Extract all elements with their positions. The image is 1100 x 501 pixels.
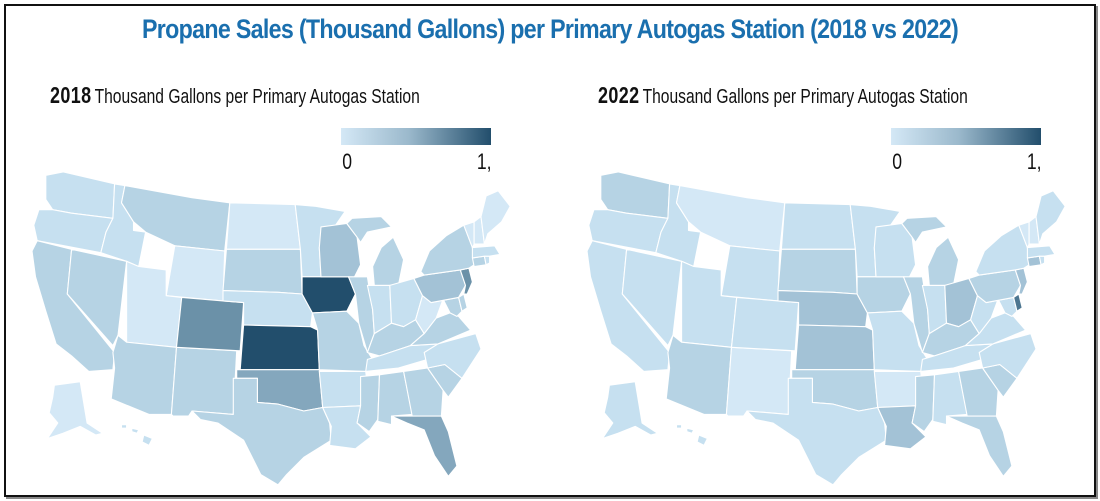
panel-description: Thousand Gallons per Primary Autogas Sta…: [642, 86, 968, 108]
panel-description: Thousand Gallons per Primary Autogas Sta…: [94, 86, 420, 108]
state-nevada: [621, 248, 683, 347]
map-2018: [20, 165, 520, 486]
legend-max-label: 1,: [476, 149, 492, 174]
state-mississippi: [356, 374, 381, 433]
state-maine: [1035, 190, 1066, 245]
us-choropleth-2022: [586, 171, 1066, 486]
state-florida: [390, 415, 458, 477]
state-south-dakota: [222, 248, 303, 295]
state-new-mexico: [725, 346, 793, 417]
state-north-carolina: [423, 333, 482, 379]
map-2022: [575, 165, 1075, 486]
state-arizona: [110, 334, 178, 415]
state-north-dakota: [225, 202, 301, 250]
state-wyoming: [165, 245, 226, 302]
state-iowa: [301, 276, 356, 314]
chart-title: Propane Sales (Thousand Gallons) per Pri…: [142, 14, 959, 44]
state-nevada: [66, 248, 128, 347]
state-massachusetts: [1026, 245, 1056, 259]
state-texas: [746, 377, 887, 486]
state-arizona: [665, 334, 733, 415]
legend-gradient-bar: [891, 128, 1041, 145]
state-maine: [480, 190, 511, 245]
state-wyoming: [720, 245, 781, 302]
legend-ticks: 0 1,: [341, 149, 491, 175]
legend-2022: 0 1,: [891, 128, 1041, 175]
legend-gradient-bar: [341, 128, 491, 145]
state-texas: [191, 377, 332, 486]
state-georgia: [403, 367, 444, 417]
state-georgia: [958, 367, 999, 417]
panel-year: 2022: [598, 82, 640, 108]
state-massachusetts: [471, 245, 501, 259]
state-kansas: [239, 324, 320, 371]
legend-min-label: 0: [342, 149, 353, 174]
state-delaware: [458, 293, 468, 312]
panel-2022-heading: 2022 Thousand Gallons per Primary Autogas…: [598, 82, 968, 109]
state-iowa: [856, 276, 911, 314]
state-florida: [945, 415, 1013, 477]
state-alaska: [46, 381, 104, 440]
legend-ticks: 0 1,: [891, 149, 1041, 175]
state-north-carolina: [978, 333, 1037, 379]
state-new-mexico: [170, 346, 238, 417]
legend-2018: 0 1,: [341, 128, 491, 175]
legend-min-label: 0: [892, 149, 903, 174]
state-north-dakota: [780, 202, 856, 250]
panel-2018-heading: 2018 Thousand Gallons per Primary Autogas…: [50, 82, 420, 109]
state-delaware: [1013, 293, 1023, 312]
state-kansas: [794, 324, 875, 371]
state-hawaii: [120, 424, 153, 446]
state-colorado: [730, 296, 800, 352]
state-hawaii: [675, 424, 708, 446]
state-south-dakota: [777, 248, 858, 295]
state-colorado: [175, 296, 245, 352]
state-mississippi: [911, 374, 936, 433]
panel-year: 2018: [50, 82, 92, 108]
us-choropleth-2018: [31, 171, 511, 486]
legend-max-label: 1,: [1026, 149, 1042, 174]
state-alaska: [601, 381, 659, 440]
